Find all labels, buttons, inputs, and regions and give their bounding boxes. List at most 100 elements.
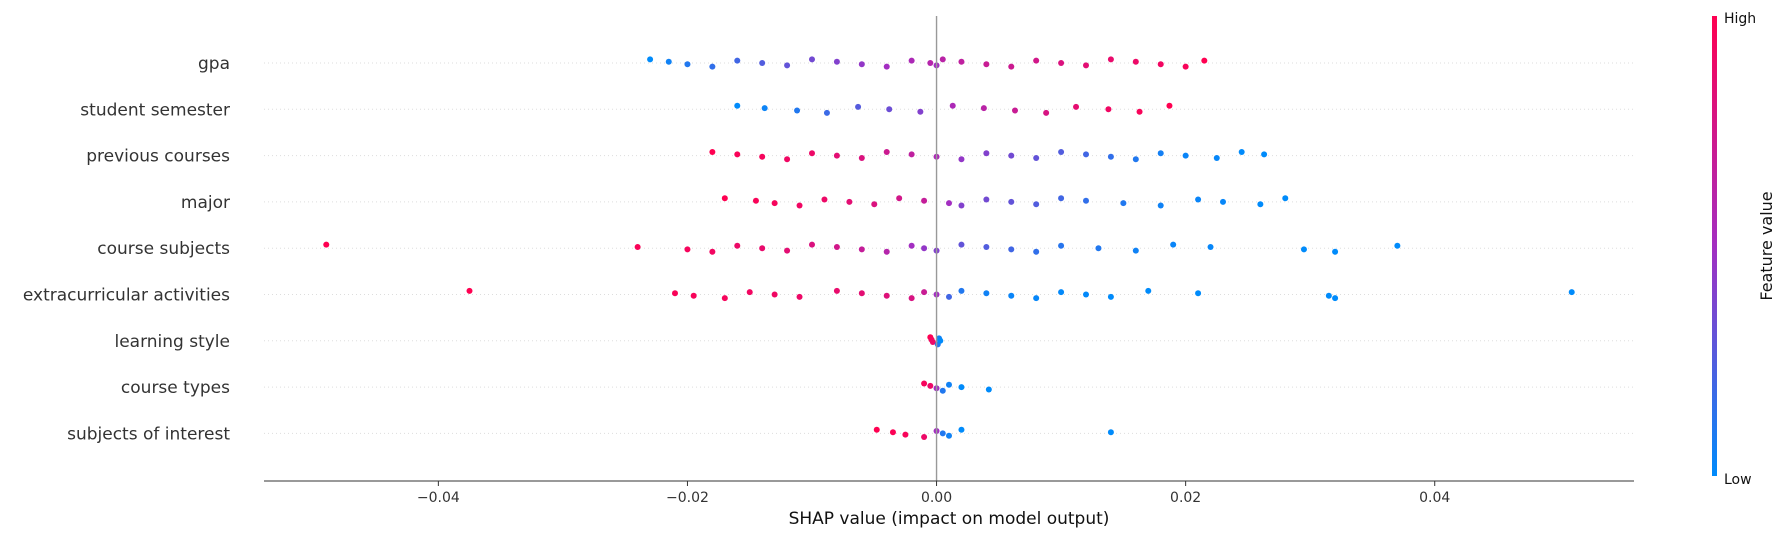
shap-point — [1195, 290, 1202, 297]
feature-row-points — [734, 102, 1173, 116]
shap-point — [921, 245, 928, 252]
feature-row-points — [466, 287, 1575, 302]
feature-label: gpa — [198, 54, 230, 74]
shap-point — [858, 155, 865, 161]
shap-point — [784, 247, 791, 254]
shap-point — [809, 56, 815, 63]
shap-point — [958, 156, 965, 163]
shap-point — [833, 287, 840, 294]
shap-point — [721, 295, 728, 302]
shap-point — [1033, 155, 1040, 161]
feature-row-points — [873, 426, 1114, 440]
shap-point — [946, 293, 952, 300]
shap-point — [809, 150, 815, 157]
x-tick-label: −0.02 — [666, 490, 709, 506]
x-tick-label: 0.04 — [1419, 490, 1450, 506]
feature-row-points — [647, 56, 1208, 70]
shap-point — [983, 244, 990, 250]
shap-point — [1083, 197, 1089, 204]
shap-point — [752, 197, 759, 204]
shap-point — [958, 58, 965, 65]
shap-point — [1105, 106, 1112, 113]
shap-point — [796, 202, 803, 209]
feature-row-points — [721, 195, 1289, 209]
shap-point — [1012, 107, 1019, 114]
shap-point — [1220, 198, 1226, 205]
shap-point — [846, 198, 853, 205]
shap-point — [1008, 246, 1015, 253]
shap-point — [939, 56, 946, 63]
shap-point — [1157, 61, 1164, 68]
shap-point — [759, 60, 766, 66]
colorbar-high-label: High — [1724, 11, 1756, 27]
shap-point — [958, 202, 965, 209]
shap-point — [855, 103, 862, 110]
shap-point — [871, 201, 878, 208]
shap-point — [958, 287, 965, 294]
shap-point — [1033, 201, 1040, 208]
shap-point — [1182, 63, 1189, 70]
shap-point — [1282, 195, 1289, 202]
shap-point — [1008, 63, 1015, 70]
shap-point — [823, 109, 830, 116]
shap-point — [921, 434, 928, 440]
shap-point — [917, 108, 924, 115]
shap-point — [1325, 292, 1332, 299]
shap-point — [466, 287, 473, 294]
shap-point — [908, 151, 915, 158]
shap-point — [946, 432, 952, 439]
shap-point — [665, 58, 672, 65]
colorbar-gradient — [1712, 16, 1717, 476]
shap-point — [796, 293, 803, 300]
feature-row-points — [323, 241, 1401, 255]
shap-point — [709, 149, 716, 155]
shap-point — [1033, 248, 1040, 255]
shap-point — [1058, 60, 1065, 66]
feature-row-points — [927, 334, 944, 348]
feature-label: course subjects — [97, 239, 230, 259]
shap-point — [983, 150, 990, 157]
x-axis-ticks: −0.04 −0.02 0.00 0.02 0.04 — [417, 481, 1450, 506]
shap-point — [1083, 151, 1089, 158]
shap-point — [873, 426, 880, 433]
shap-point — [937, 337, 944, 344]
shap-point — [883, 149, 890, 155]
shap-point — [883, 292, 890, 299]
shap-point — [983, 290, 990, 297]
shap-point — [1033, 295, 1040, 302]
shap-point — [902, 431, 909, 438]
shap-point — [1132, 247, 1139, 254]
x-tick-label: 0.00 — [921, 490, 952, 506]
shap-point — [323, 241, 330, 248]
shap-point — [958, 384, 965, 391]
shap-point — [1107, 429, 1114, 436]
feature-label: previous courses — [86, 147, 230, 167]
colorbar-low-label: Low — [1724, 472, 1752, 488]
shap-point — [939, 387, 946, 394]
shap-point — [759, 153, 766, 160]
shap-point — [1083, 291, 1089, 298]
shap-point — [921, 197, 928, 204]
shap-point — [1008, 292, 1015, 299]
shap-point — [858, 246, 865, 253]
shap-point — [946, 381, 952, 388]
shap-point — [1201, 57, 1208, 64]
shap-point — [958, 426, 965, 433]
shap-point — [709, 63, 716, 70]
shap-point — [949, 102, 956, 109]
shap-point — [1238, 149, 1245, 155]
shap-point — [734, 151, 741, 158]
shap-point — [908, 295, 915, 302]
shap-point — [1145, 287, 1152, 294]
shap-point — [1568, 289, 1575, 296]
shap-point — [1157, 202, 1164, 209]
shap-point — [921, 289, 928, 296]
shap-point — [1182, 152, 1189, 159]
shap-point — [883, 63, 890, 70]
shap-point — [946, 200, 952, 207]
shap-point — [1058, 289, 1065, 296]
shap-point — [1257, 201, 1264, 208]
feature-label: extracurricular activities — [23, 286, 230, 306]
shap-point — [1132, 156, 1139, 163]
